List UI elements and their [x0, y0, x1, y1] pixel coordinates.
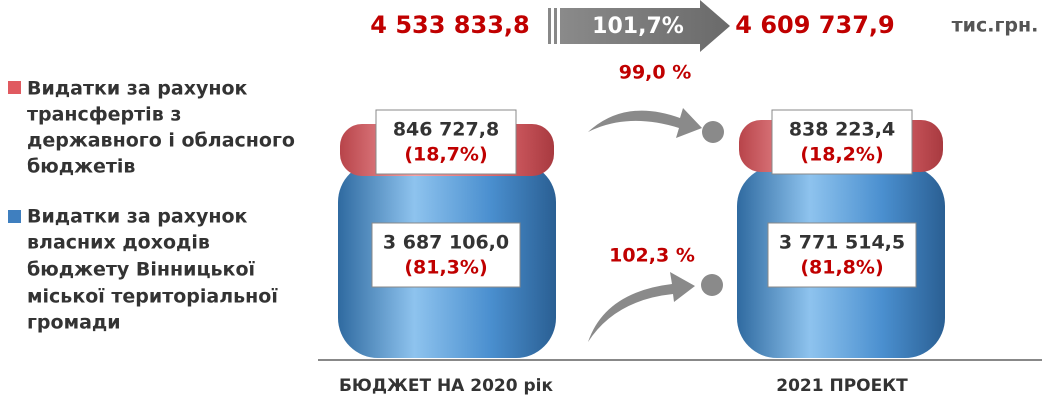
legend-text: Видатки за рахунок — [27, 206, 248, 228]
project-total: 4 609 737,9 — [735, 11, 894, 39]
amount: 838 223,4 — [789, 119, 895, 141]
unit: тис.грн. — [952, 15, 1039, 37]
share: (81,8%) — [800, 257, 883, 279]
legend-text: бюджетів — [27, 156, 135, 178]
growth: 101,7% — [592, 14, 684, 39]
amount: 3 771 514,5 — [779, 232, 905, 254]
change-own: 102,3 % — [609, 245, 695, 267]
legend-item: Видатки за рахунок власних доходів бюдже… — [27, 206, 278, 334]
change-transfers: 99,0 % — [619, 62, 692, 84]
column-label: 2021 ПРОЕКТ — [776, 376, 908, 396]
dot — [702, 121, 724, 143]
legend-text: трансфертів з — [27, 104, 181, 126]
legend-icon — [8, 210, 21, 223]
legend-text: громади — [27, 312, 121, 334]
amount: 3 687 106,0 — [383, 232, 509, 254]
column-label: БЮДЖЕТ НА 2020 рік — [339, 376, 554, 396]
legend-icon — [8, 81, 21, 94]
share: (18,7%) — [404, 144, 487, 166]
infographic: 4 533 833,8 101,7% 4 609 737,9 тис.грн. … — [0, 0, 1047, 403]
legend-text: власних доходів — [27, 232, 210, 254]
share: (81,3%) — [404, 257, 487, 279]
legend-text: бюджету Вінницької — [27, 259, 255, 281]
share: (18,2%) — [800, 144, 883, 166]
curved-arrow — [588, 108, 702, 138]
base-total: 4 533 833,8 — [370, 11, 529, 39]
legend-item: Видатки за рахунок трансфертів з державн… — [27, 78, 295, 178]
amount: 846 727,8 — [393, 119, 499, 141]
legend-text: Видатки за рахунок — [27, 78, 248, 100]
dot — [701, 274, 723, 296]
legend-text: міської територіальної — [27, 286, 278, 308]
curved-arrow — [588, 272, 695, 342]
legend-text: державного і обласного — [27, 130, 295, 152]
